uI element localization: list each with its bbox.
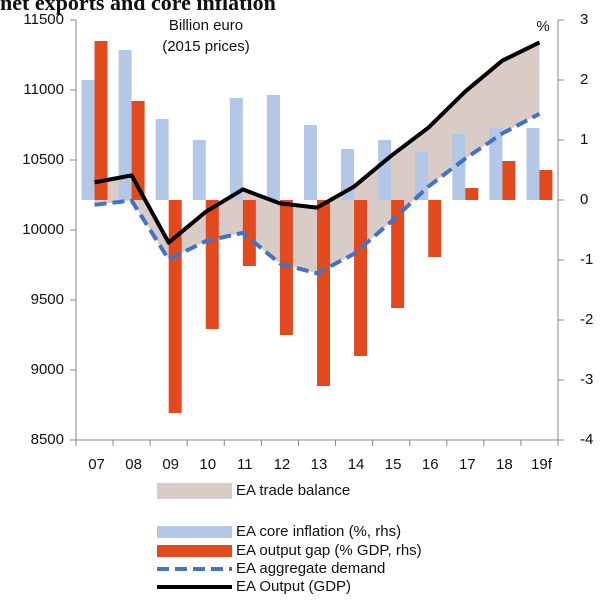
x-tick-label: 07 <box>88 456 105 473</box>
bar <box>526 128 540 200</box>
legend-swatch <box>157 483 232 499</box>
x-tick-label: 17 <box>459 456 476 473</box>
bar <box>279 200 293 335</box>
y-tick-label: 9000 <box>31 361 64 378</box>
legend-swatch <box>157 545 232 557</box>
legend-label: EA aggregate demand <box>236 560 385 577</box>
y-tick-label: 11000 <box>23 81 64 98</box>
bar <box>242 200 256 266</box>
y-tick-label: 10000 <box>22 221 64 238</box>
bar <box>452 134 466 200</box>
annotation: Billion euro <box>169 17 243 34</box>
legend-label: EA trade balance <box>236 482 350 499</box>
y2-tick-label: -4 <box>580 431 593 448</box>
x-tick-label: 09 <box>162 456 179 473</box>
bar <box>118 50 132 200</box>
x-tick-label: 12 <box>274 456 291 473</box>
bar <box>378 140 392 200</box>
bar <box>317 200 330 386</box>
bar <box>354 200 368 356</box>
legend-label: EA output gap (% GDP, rhs) <box>236 542 422 559</box>
annotation: % <box>536 18 549 35</box>
bar <box>81 80 95 200</box>
y2-tick-label: 3 <box>580 11 588 28</box>
legend-swatch <box>157 526 232 538</box>
y2-tick-label: -2 <box>580 311 593 328</box>
bar <box>229 98 243 200</box>
bar <box>415 152 429 200</box>
x-tick-label: 16 <box>422 456 439 473</box>
x-tick-label: 11 <box>237 456 253 473</box>
y-tick-label: 9500 <box>31 291 64 308</box>
y2-tick-label: -1 <box>580 251 593 268</box>
y-tick-label: 11500 <box>23 11 64 28</box>
annotation: (2015 prices) <box>162 38 250 55</box>
x-tick-label: 15 <box>385 456 402 473</box>
bar <box>489 128 503 200</box>
bar <box>391 200 405 308</box>
y2-tick-label: 1 <box>580 131 588 148</box>
x-tick-label: 13 <box>311 456 328 473</box>
y-tick-label: 8500 <box>31 431 64 448</box>
x-tick-label: 08 <box>125 456 142 473</box>
y2-tick-label: 2 <box>580 71 588 88</box>
x-tick-label: 18 <box>496 456 513 473</box>
legend-label: EA Output (GDP) <box>236 578 351 595</box>
bar <box>502 161 516 200</box>
bar <box>266 95 280 200</box>
bar <box>205 200 219 329</box>
chart-title: net exports and core inflation <box>0 0 276 15</box>
y2-tick-label: -3 <box>580 371 593 388</box>
legend-label: EA core inflation (%, rhs) <box>236 523 401 540</box>
y2-tick-label: 0 <box>580 191 588 208</box>
x-tick-label: 10 <box>199 456 216 473</box>
line <box>94 40 541 245</box>
y-tick-label: 10500 <box>22 151 64 168</box>
bar <box>428 200 442 257</box>
bar <box>539 170 553 200</box>
bar <box>155 119 169 200</box>
bar <box>94 41 108 200</box>
line <box>94 112 541 276</box>
bar <box>465 188 479 200</box>
x-tick-label: 19f <box>531 456 553 473</box>
bar <box>192 140 206 200</box>
x-tick-label: 14 <box>348 456 365 473</box>
bar <box>131 101 145 200</box>
bar <box>304 125 317 200</box>
